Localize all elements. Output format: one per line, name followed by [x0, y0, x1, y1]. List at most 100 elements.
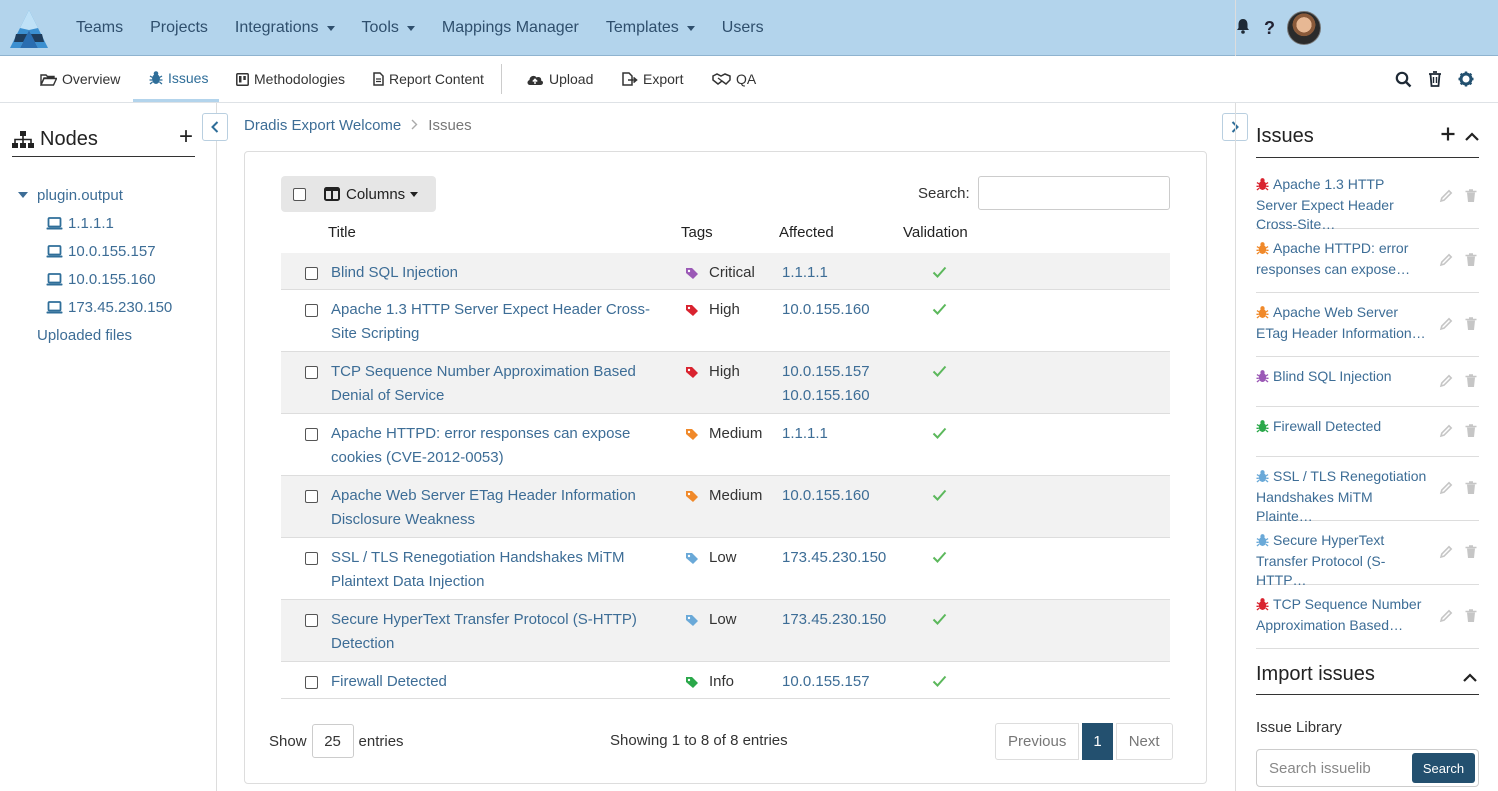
page-length-select[interactable]: 25	[311, 724, 354, 758]
issue-title-link[interactable]: Apache 1.3 HTTP Server Expect Header Cro…	[331, 301, 651, 342]
issue-list-item[interactable]: Secure HyperText Transfer Protocol (S-HT…	[1256, 521, 1479, 588]
issue-list-item[interactable]: Blind SQL Injection	[1256, 357, 1479, 407]
dradis-logo-icon[interactable]	[8, 8, 50, 52]
row-checkbox[interactable]	[305, 366, 318, 379]
node-item[interactable]: 173.45.230.150	[18, 293, 172, 321]
issue-list-item[interactable]: SSL / TLS Renegotiation Handshakes MiTM …	[1256, 457, 1479, 524]
column-header-affected[interactable]: Affected	[779, 224, 834, 241]
table-row[interactable]: Apache HTTPD: error responses can expose…	[281, 414, 1170, 476]
chevron-up-icon[interactable]	[1463, 669, 1477, 686]
search-icon[interactable]	[1395, 71, 1412, 88]
table-row[interactable]: Apache Web Server ETag Header Informatio…	[281, 476, 1170, 538]
issue-list-link[interactable]: Apache 1.3 HTTP Server Expect Header Cro…	[1256, 175, 1428, 234]
issue-list-link[interactable]: Apache Web Server ETag Header Informatio…	[1256, 303, 1428, 343]
node-item[interactable]: 1.1.1.1	[18, 209, 172, 237]
affected-hosts-text[interactable]: 1.1.1.1	[782, 264, 828, 281]
row-checkbox[interactable]	[305, 428, 318, 441]
table-row[interactable]: TCP Sequence Number Approximation Based …	[281, 352, 1170, 414]
pencil-icon[interactable]	[1439, 374, 1453, 388]
issue-library-search-button[interactable]: Search	[1412, 753, 1475, 783]
pencil-icon[interactable]	[1439, 253, 1453, 267]
row-checkbox[interactable]	[305, 490, 318, 503]
row-checkbox[interactable]	[305, 304, 318, 317]
uploaded-files-link[interactable]: Uploaded files	[18, 321, 172, 349]
select-all-checkbox[interactable]	[293, 187, 306, 201]
node-item[interactable]: 10.0.155.160	[18, 265, 172, 293]
gear-icon[interactable]	[1458, 71, 1474, 87]
table-row[interactable]: Secure HyperText Transfer Protocol (S-HT…	[281, 600, 1170, 662]
issue-list-link[interactable]: TCP Sequence Number Approximation Based…	[1256, 595, 1428, 635]
node-item[interactable]: 10.0.155.157	[18, 237, 172, 265]
column-header-title[interactable]: Title	[328, 224, 356, 241]
chevron-up-icon[interactable]	[1465, 128, 1479, 145]
issue-title-link[interactable]: Secure HyperText Transfer Protocol (S-HT…	[331, 611, 637, 652]
tab-qa[interactable]: QA	[712, 56, 756, 102]
pencil-icon[interactable]	[1439, 424, 1453, 438]
trash-icon[interactable]	[1465, 252, 1477, 267]
issue-title-link[interactable]: TCP Sequence Number Approximation Based …	[331, 363, 636, 404]
trash-icon[interactable]	[1465, 188, 1477, 203]
row-checkbox[interactable]	[305, 267, 318, 280]
collapse-left-button[interactable]	[202, 113, 228, 141]
issue-list-item[interactable]: Firewall Detected	[1256, 407, 1479, 457]
issue-list-item[interactable]: Apache Web Server ETag Header Informatio…	[1256, 293, 1479, 357]
issue-title-link[interactable]: SSL / TLS Renegotiation Handshakes MiTM …	[331, 549, 625, 590]
row-checkbox[interactable]	[305, 676, 318, 689]
trash-icon[interactable]	[1428, 71, 1442, 87]
bell-icon[interactable]	[1236, 18, 1250, 38]
page-1-button[interactable]: 1	[1082, 723, 1113, 760]
nav-projects[interactable]: Projects	[150, 19, 208, 37]
row-checkbox[interactable]	[305, 552, 318, 565]
user-avatar[interactable]	[1287, 11, 1321, 45]
issue-library-input[interactable]: Search issuelib	[1269, 760, 1371, 777]
column-header-tags[interactable]: Tags	[681, 224, 713, 241]
tab-upload[interactable]: Upload	[526, 56, 593, 102]
row-checkbox[interactable]	[305, 614, 318, 627]
nav-users[interactable]: Users	[722, 19, 764, 37]
caret-down-icon[interactable]	[18, 192, 28, 198]
issue-list-link[interactable]: Apache HTTPD: error responses can expose…	[1256, 239, 1428, 279]
pencil-icon[interactable]	[1439, 545, 1453, 559]
issue-title-link[interactable]: Blind SQL Injection	[331, 264, 459, 281]
nav-tools[interactable]: Tools	[362, 19, 415, 37]
pencil-icon[interactable]	[1439, 609, 1453, 623]
trash-icon[interactable]	[1465, 373, 1477, 388]
pencil-icon[interactable]	[1439, 481, 1453, 495]
issue-list-link[interactable]: Firewall Detected	[1256, 417, 1428, 438]
add-node-button[interactable]: +	[178, 123, 193, 150]
previous-page-button[interactable]: Previous	[995, 723, 1080, 760]
issue-list-item[interactable]: Apache 1.3 HTTP Server Expect Header Cro…	[1256, 165, 1479, 232]
trash-icon[interactable]	[1465, 316, 1477, 331]
affected-hosts-text[interactable]: 1.1.1.1	[782, 425, 828, 442]
table-search-input[interactable]	[978, 176, 1170, 210]
trash-icon[interactable]	[1465, 608, 1477, 623]
breadcrumb-project[interactable]: Dradis Export Welcome	[244, 117, 402, 134]
issue-title-link[interactable]: Apache Web Server ETag Header Informatio…	[331, 487, 636, 528]
node-root[interactable]: plugin.output	[18, 181, 172, 209]
issue-list-link[interactable]: Blind SQL Injection	[1256, 367, 1428, 388]
nav-integrations[interactable]: Integrations	[235, 19, 335, 37]
nav-templates[interactable]: Templates	[606, 19, 695, 37]
table-row[interactable]: SSL / TLS Renegotiation Handshakes MiTM …	[281, 538, 1170, 600]
issue-title-link[interactable]: Apache HTTPD: error responses can expose…	[331, 425, 631, 466]
affected-hosts-text[interactable]: 10.0.155.157 10.0.155.160	[782, 363, 870, 404]
trash-icon[interactable]	[1465, 423, 1477, 438]
next-page-button[interactable]: Next	[1115, 723, 1173, 760]
affected-hosts-text[interactable]: 10.0.155.160	[782, 487, 870, 504]
issue-list-item[interactable]: TCP Sequence Number Approximation Based…	[1256, 585, 1479, 649]
tab-export[interactable]: Export	[622, 56, 683, 102]
affected-hosts-text[interactable]: 173.45.230.150	[782, 549, 887, 566]
issue-title-link[interactable]: Firewall Detected	[331, 673, 447, 690]
nav-mappings-manager[interactable]: Mappings Manager	[442, 19, 579, 37]
tab-overview[interactable]: Overview	[40, 56, 120, 102]
tab-report-content[interactable]: Report Content	[373, 56, 484, 102]
affected-hosts-text[interactable]: 10.0.155.160	[782, 301, 870, 318]
issue-list-link[interactable]: Secure HyperText Transfer Protocol (S-HT…	[1256, 531, 1428, 590]
tab-issues[interactable]: Issues	[133, 56, 219, 102]
pencil-icon[interactable]	[1439, 317, 1453, 331]
tab-methodologies[interactable]: Methodologies	[236, 56, 345, 102]
nav-teams[interactable]: Teams	[76, 19, 123, 37]
pencil-icon[interactable]	[1439, 189, 1453, 203]
issue-list-link[interactable]: SSL / TLS Renegotiation Handshakes MiTM …	[1256, 467, 1428, 526]
affected-hosts-text[interactable]: 10.0.155.157	[782, 673, 870, 690]
